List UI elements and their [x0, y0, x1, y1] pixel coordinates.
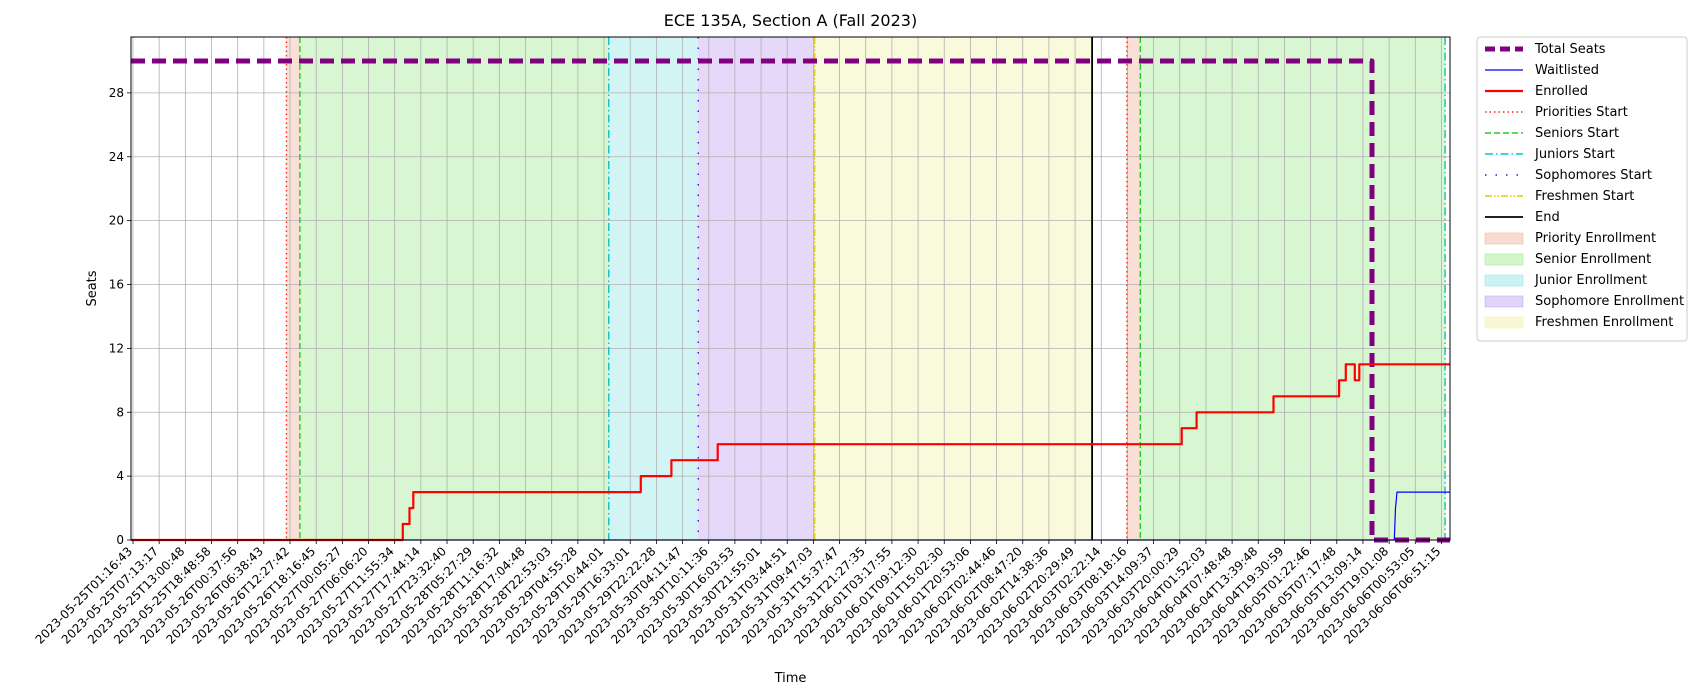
legend-junior-enrollment-swatch [1484, 274, 1524, 287]
shaded-region-priority-enrollment-0 [286, 37, 300, 540]
shaded-region-senior-enrollment-0 [299, 37, 609, 540]
legend-total-seats-label: Total Seats [1534, 42, 1606, 57]
legend-seniors-start-label: Seniors Start [1535, 126, 1619, 141]
legend-enrolled-label: Enrolled [1535, 84, 1588, 99]
legend: Total Seats Waitlisted Enrolled Priorities … [1476, 36, 1688, 342]
legend-sophomores-start-label: Sophomores Start [1535, 168, 1652, 183]
legend-sophomore-enrollment-swatch [1484, 295, 1524, 308]
legend-freshmen-enrollment-swatch [1484, 316, 1524, 329]
shaded-region-priority-enrollment-1 [1126, 37, 1141, 540]
y-tick-label: 12 [109, 341, 124, 355]
legend-junior-enrollment-label: Junior Enrollment [1534, 273, 1647, 288]
y-tick-label: 24 [109, 150, 124, 164]
legend-senior-enrollment-swatch [1484, 253, 1524, 266]
shaded-region-junior-enrollment-0 [608, 37, 699, 540]
legend-freshmen-start-label: Freshmen Start [1535, 189, 1634, 204]
legend-box [1476, 36, 1688, 342]
legend-end-label: End [1535, 210, 1560, 225]
y-axis-label: Seats [85, 270, 100, 306]
chart-title: ECE 135A, Section A (Fall 2023) [664, 11, 917, 30]
y-tick-label: 28 [109, 86, 124, 100]
shaded-region-senior-enrollment-1 [1140, 37, 1446, 540]
legend-senior-enrollment-label: Senior Enrollment [1535, 252, 1651, 267]
y-tick-label: 0 [116, 533, 124, 547]
y-tick-label: 4 [116, 469, 124, 483]
legend-sophomore-enrollment-label: Sophomore Enrollment [1535, 294, 1684, 309]
series-line-enrolled [131, 363, 1450, 542]
shaded-region-sophomore-enrollment-0 [698, 37, 815, 540]
legend-priorities-start-label: Priorities Start [1535, 105, 1628, 120]
shaded-region-freshmen-enrollment-0 [814, 37, 1093, 540]
legend-priority-enrollment-label: Priority Enrollment [1535, 231, 1656, 246]
y-tick-label: 20 [109, 214, 124, 228]
x-axis-label: Time [774, 671, 807, 686]
legend-juniors-start-label: Juniors Start [1534, 147, 1615, 162]
y-tick-label: 8 [116, 405, 124, 419]
y-tick-label: 16 [109, 278, 124, 292]
plot-frame [130, 36, 1451, 541]
legend-waitlisted-label: Waitlisted [1535, 63, 1599, 78]
phase-lines-layer [285, 37, 1446, 540]
shaded-regions-layer [286, 37, 1446, 540]
legend-freshmen-enrollment-label: Freshmen Enrollment [1535, 315, 1673, 330]
legend-priority-enrollment-swatch [1484, 232, 1524, 245]
